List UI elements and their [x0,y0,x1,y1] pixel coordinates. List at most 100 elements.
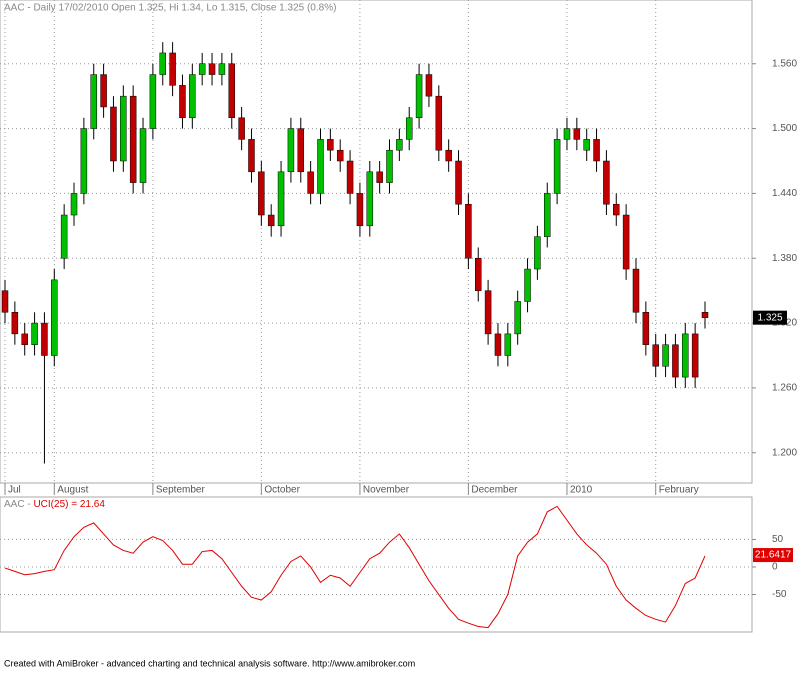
indicator-title-prefix: AAC - [4,499,31,510]
indicator-title: AAC - UCI(25) = 21.64 [4,499,105,510]
candle-body [455,160,462,205]
candle-body [51,279,58,356]
candle-body [1,290,9,313]
y-tick-label: -50 [772,589,787,600]
candle-body [366,171,374,227]
candle-body [267,214,275,227]
candle-body [307,171,314,194]
x-tick-label: October [264,485,300,496]
candle-body [701,312,709,318]
price-pane [0,0,753,484]
candle-body [277,171,285,227]
candle-body [31,322,38,345]
candle-body [228,63,236,119]
candle-body [544,193,551,237]
candle-body [238,117,245,140]
candle-body [120,95,127,162]
x-tick-label: November [363,485,410,496]
candle-body [110,106,117,162]
candle-body [248,139,255,173]
candle-body [603,160,610,205]
candle-body [198,63,206,75]
y-tick-label: 1.380 [772,253,797,264]
x-tick-label: August [57,485,88,496]
x-tick-label: February [659,485,699,496]
candle-body [534,236,541,270]
candle-body [376,171,383,183]
last-value-label: 21.6417 [755,550,792,561]
y-tick-label: 1.560 [772,58,797,69]
candle-body [41,322,48,356]
candle-body [159,52,166,75]
x-tick-label: 2010 [570,485,593,496]
candle-body [672,344,679,378]
candle-body [60,214,68,259]
indicator-line [4,505,706,629]
candle-body [327,139,334,151]
candle-body [169,52,176,86]
y-tick-label: 1.500 [772,123,797,134]
indicator-name: UCI(25) = 21.64 [33,499,105,510]
candle-body [317,139,324,194]
candle-body [494,333,502,356]
candle-body [70,193,78,216]
candle-body [11,312,19,335]
candle-body [642,312,650,345]
candle-body [504,333,512,356]
candle-body [553,139,561,194]
chart-title: AAC - Daily 17/02/2010 Open 1.325, Hi 1.… [4,3,336,14]
last-price-box [753,310,787,325]
candle-body [465,203,472,259]
y-tick-label: 50 [772,534,784,545]
candle-body [218,63,226,75]
y-tick-label: 1.260 [772,383,797,394]
candle-body [435,95,443,151]
candle-body [129,95,137,183]
candle-body [179,85,186,119]
candle-body [90,74,97,129]
candle-body [691,333,699,378]
candle-body [593,139,600,162]
candle-body [189,74,196,119]
candle-body [415,74,423,119]
candle-body [445,149,452,162]
candle-body [682,333,689,378]
candle-body [336,149,344,162]
footer: Created with AmiBroker - advanced charti… [4,658,415,668]
last-value-box [753,548,793,563]
candle-body [652,344,659,367]
candle-body [484,290,492,335]
candle-body [613,203,620,216]
candle-body [149,74,157,129]
candle-body [139,128,147,183]
candle-body [662,344,669,367]
y-tick-label: 1.200 [772,447,797,458]
candle-body [287,128,295,173]
candle-body [583,139,590,151]
candle-body [100,74,107,108]
candle-body [632,268,640,313]
candle-body [356,193,364,227]
candle-body [622,214,630,270]
candle-body [474,257,482,291]
candle-body [396,139,403,151]
last-price-label: 1.325 [757,312,782,323]
candle-body [425,74,433,97]
candle-body [297,128,305,173]
candle-body [405,117,413,140]
y-tick-label: 1.440 [772,188,797,199]
candle-body [563,128,571,140]
indicator-pane [0,496,753,633]
x-tick-label: September [156,485,206,496]
candle-body [258,171,265,216]
candle-body [514,301,521,335]
candle-body [80,128,88,194]
candle-body [524,268,531,302]
candle-body [208,63,216,75]
candle-body [573,128,581,140]
candle-body [346,160,354,194]
y-tick-label: 0 [772,562,778,573]
candle-body [386,149,393,183]
x-tick-label: Jul [8,485,21,496]
